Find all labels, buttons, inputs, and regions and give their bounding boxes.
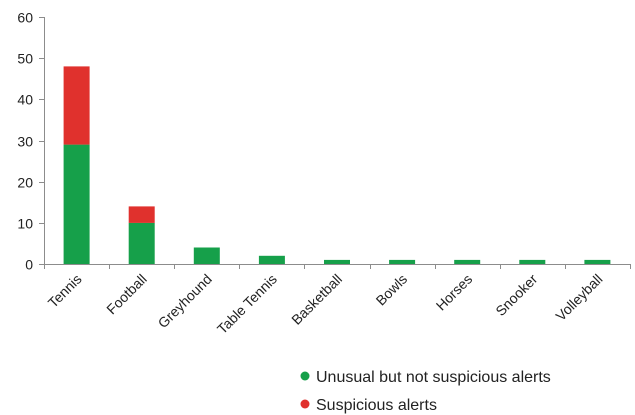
y-tick-label: 20 xyxy=(17,175,33,191)
y-tick-label: 10 xyxy=(17,216,33,232)
x-tick-label: Table Tennis xyxy=(214,271,280,337)
x-tick-label: Horses xyxy=(433,271,476,314)
x-tick-label: Greyhound xyxy=(155,271,215,331)
bar-segment xyxy=(454,259,481,264)
y-tick-label: 30 xyxy=(17,134,33,150)
bar-segment xyxy=(128,206,155,223)
legend-marker xyxy=(300,399,310,409)
x-tick-label: Basketball xyxy=(288,271,345,328)
bar-segment xyxy=(193,247,220,264)
bar-segment xyxy=(63,66,90,145)
y-tick-label: 0 xyxy=(25,257,33,273)
legend-label: Unusual but not suspicious alerts xyxy=(316,369,551,386)
x-tick-label: Snooker xyxy=(492,271,540,319)
bar-segment xyxy=(324,259,350,264)
x-tick-label: Volleyball xyxy=(552,271,605,324)
y-tick-label: 60 xyxy=(17,10,33,26)
bar-segment xyxy=(389,259,416,264)
legend: Unusual but not suspicious alerts Suspici… xyxy=(300,369,551,414)
bar-segment xyxy=(519,259,546,264)
x-tick-label: Bowls xyxy=(373,271,411,309)
x-tick-label: Tennis xyxy=(45,271,85,311)
bar-segment xyxy=(63,144,90,264)
y-tick-label: 40 xyxy=(17,92,33,108)
y-axis: 0 10 20 30 40 50 60 xyxy=(17,10,45,273)
y-tick-label: 50 xyxy=(17,51,33,67)
bar-segment xyxy=(584,259,611,264)
bars xyxy=(63,66,611,264)
bar-segment xyxy=(258,255,285,264)
x-tick-label: Football xyxy=(103,271,150,318)
legend-marker xyxy=(300,371,310,381)
bar-segment xyxy=(128,222,155,264)
legend-label: Suspicious alerts xyxy=(316,397,437,414)
